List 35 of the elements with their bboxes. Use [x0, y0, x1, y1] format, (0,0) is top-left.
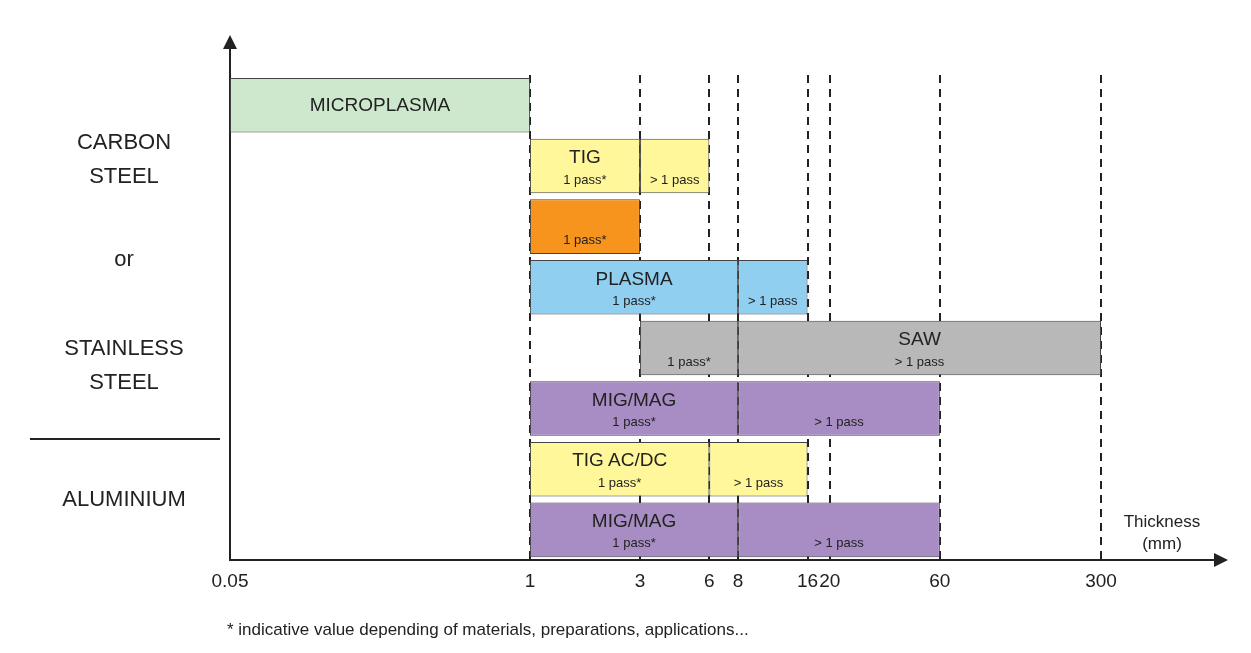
text: STAINLESS STEEL — [64, 335, 184, 395]
y-tick-label: MIG/MAG — [591, 510, 677, 532]
y-tick-label: TIG AC/DC — [572, 449, 668, 471]
y-tick-label: TIG — [569, 146, 601, 168]
x-tick-label: 20 — [819, 569, 841, 591]
series-label: > 1 pass — [814, 535, 865, 551]
text: 1 pass* — [563, 171, 607, 187]
text: ALUMINIUM — [62, 485, 186, 511]
text: > 1 pass — [649, 171, 700, 187]
text: CARBON STEEL — [76, 128, 172, 188]
text: 1 pass* — [667, 353, 711, 369]
text: 1 pass* — [563, 232, 607, 248]
x-tick-label: 60 — [929, 569, 951, 591]
series-label: 1 pass* — [612, 535, 656, 551]
text: > 1 pass — [894, 353, 945, 369]
text: 1 pass* — [612, 292, 656, 308]
y-tick-label: PLASMA — [595, 267, 673, 289]
x-tick-label: 16 — [796, 569, 819, 591]
x-tick-label: 300 — [1085, 569, 1117, 591]
text: 1 pass* — [612, 414, 656, 430]
text: or — [114, 246, 134, 272]
x-tick-label: 6 — [704, 569, 715, 591]
text: > 1 pass — [814, 414, 864, 430]
y-tick-label: MICROPLASMA — [309, 93, 451, 115]
text: > 1 pass — [733, 474, 784, 490]
y-tick-label: MIG/MAG — [591, 388, 677, 410]
x-tick-label: 8 — [732, 569, 744, 591]
text: 1 pass* — [597, 474, 642, 490]
text: > 1 pass — [748, 292, 798, 308]
x-axis-title: Thickness (mm) — [1123, 511, 1201, 553]
x-tick-label: 0.05 — [211, 569, 249, 591]
x-tick-label: 3 — [634, 569, 646, 591]
y-tick-label: SAW — [898, 328, 941, 350]
x-tick-label: 1 — [524, 569, 536, 591]
text: * indicative value depending of materials, preparations, applications... — [227, 619, 749, 639]
